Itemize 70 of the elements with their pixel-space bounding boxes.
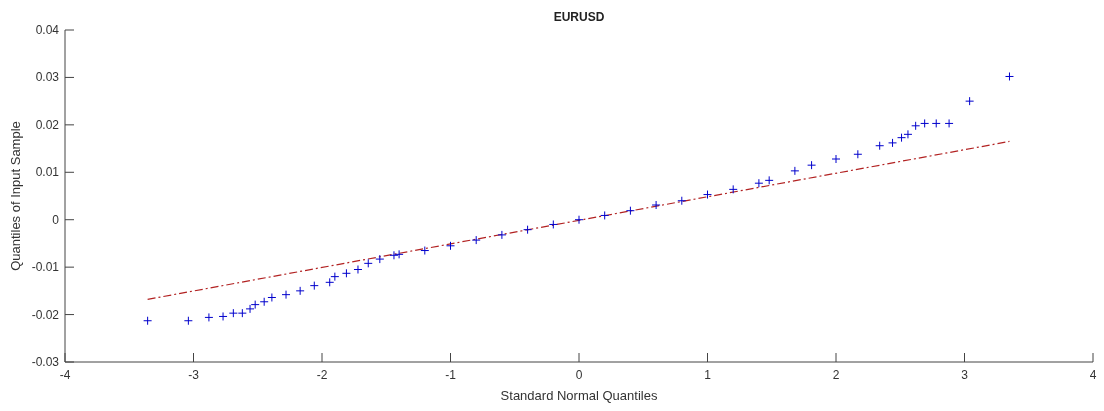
point <box>471 235 481 245</box>
x-tick-label: 3 <box>961 368 969 382</box>
point <box>807 160 817 170</box>
point <box>245 304 255 314</box>
point <box>309 281 319 291</box>
point <box>728 184 738 194</box>
x-axis-title: Standard Normal Quantiles <box>500 388 658 403</box>
x-tick-label: -1 <box>445 368 457 382</box>
chart-title: EURUSD <box>553 10 605 24</box>
y-tick-label: -0.03 <box>31 355 60 369</box>
y-tick-label: 0.04 <box>35 23 60 37</box>
point <box>600 210 610 220</box>
point <box>903 129 913 139</box>
point <box>965 96 975 106</box>
point <box>625 206 635 216</box>
point <box>831 154 841 164</box>
point <box>790 166 800 176</box>
point <box>325 277 335 287</box>
x-tick-label: 1 <box>704 368 712 382</box>
point <box>497 230 507 240</box>
point <box>754 178 764 188</box>
point <box>267 293 277 302</box>
y-tick-label: -0.02 <box>31 307 60 322</box>
point <box>920 118 930 128</box>
point <box>420 246 430 256</box>
x-tick-label: 4 <box>1089 368 1097 382</box>
point <box>651 200 661 210</box>
y-tick-label: 0.01 <box>35 165 60 180</box>
point <box>911 121 921 131</box>
point <box>250 300 260 310</box>
point <box>677 196 687 206</box>
point <box>281 290 291 300</box>
point <box>523 225 533 235</box>
point <box>237 308 247 318</box>
y-tick-label: 0 <box>52 212 60 227</box>
point <box>363 258 373 268</box>
point <box>353 265 363 275</box>
point <box>875 141 885 151</box>
point <box>295 286 305 296</box>
point <box>888 138 898 148</box>
point <box>853 149 863 159</box>
point <box>446 241 455 251</box>
point <box>204 312 214 322</box>
point <box>394 249 404 259</box>
point <box>897 133 907 143</box>
point <box>330 272 340 282</box>
point <box>944 118 954 128</box>
y-tick-label: 0.02 <box>35 117 60 132</box>
point <box>183 316 193 326</box>
x-tick-label: 0 <box>575 368 583 382</box>
point <box>341 268 351 278</box>
point <box>1004 71 1014 81</box>
point <box>931 118 941 128</box>
x-tick-label: 2 <box>832 368 840 382</box>
point <box>764 175 774 185</box>
y-tick-label: 0.03 <box>35 70 60 85</box>
point <box>703 190 712 200</box>
point <box>574 215 584 225</box>
point <box>548 219 558 229</box>
x-tick-label: -4 <box>59 368 71 382</box>
point <box>389 250 399 260</box>
point <box>143 316 153 326</box>
y-tick-label: -0.01 <box>31 260 60 275</box>
x-tick-label: -3 <box>188 368 200 382</box>
y-axis-title: Quantiles of Input Sample <box>8 121 23 271</box>
point <box>228 308 238 318</box>
point <box>218 311 228 321</box>
x-tick-label: -2 <box>316 368 328 382</box>
point <box>375 254 385 264</box>
point <box>259 297 269 307</box>
